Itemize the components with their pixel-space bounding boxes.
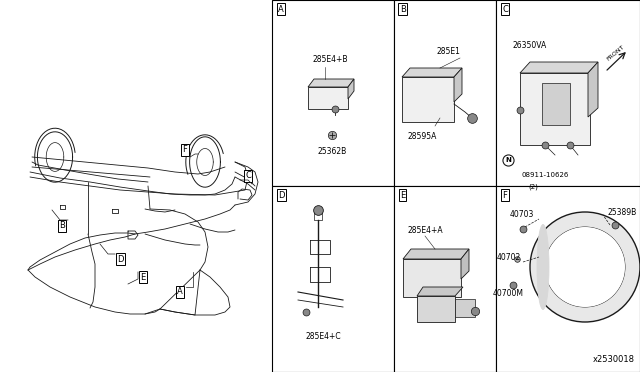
Text: 285E4+A: 285E4+A: [407, 226, 443, 235]
Text: C: C: [245, 171, 251, 180]
Polygon shape: [417, 287, 463, 296]
Text: 285E4+C: 285E4+C: [305, 332, 341, 341]
Text: x2530018: x2530018: [593, 355, 635, 364]
Polygon shape: [588, 62, 598, 117]
Text: A: A: [278, 4, 284, 13]
Bar: [402, 77, 454, 122]
Bar: [403, 259, 461, 297]
Text: FRONT: FRONT: [606, 44, 626, 62]
Text: E: E: [400, 190, 405, 199]
Text: 40703: 40703: [510, 210, 534, 219]
Text: 26350VA: 26350VA: [513, 41, 547, 50]
Text: B: B: [59, 221, 65, 231]
Circle shape: [545, 227, 625, 307]
Bar: [496, 186, 640, 372]
Text: D: D: [278, 190, 284, 199]
Text: 28595A: 28595A: [408, 132, 437, 141]
Polygon shape: [403, 249, 469, 259]
Text: C: C: [502, 4, 508, 13]
Bar: [520, 73, 590, 145]
Text: A: A: [177, 288, 183, 296]
Polygon shape: [461, 249, 469, 279]
Bar: [308, 87, 348, 109]
Text: (2): (2): [528, 184, 538, 190]
Text: B: B: [399, 4, 406, 13]
Bar: [542, 83, 570, 125]
Bar: [417, 296, 455, 322]
Text: 25389B: 25389B: [607, 208, 636, 217]
Ellipse shape: [537, 224, 549, 310]
Bar: [455, 299, 475, 317]
Bar: [272, 0, 394, 186]
Bar: [394, 0, 496, 186]
Text: N: N: [505, 157, 511, 163]
Text: 285E4+B: 285E4+B: [312, 55, 348, 64]
Bar: [496, 0, 640, 186]
Polygon shape: [520, 62, 598, 73]
Polygon shape: [402, 68, 462, 77]
Circle shape: [530, 212, 640, 322]
Text: 285E1: 285E1: [436, 47, 460, 56]
Bar: [394, 186, 496, 372]
Text: 40700M: 40700M: [493, 289, 524, 298]
Bar: [272, 186, 394, 372]
Text: E: E: [140, 273, 146, 282]
Polygon shape: [308, 79, 354, 87]
Text: 40702: 40702: [497, 253, 521, 262]
Text: 08911-10626: 08911-10626: [522, 172, 570, 178]
Text: F: F: [502, 190, 508, 199]
Polygon shape: [348, 79, 354, 99]
Text: F: F: [182, 145, 188, 154]
Text: 25362B: 25362B: [317, 147, 347, 156]
Text: D: D: [116, 254, 124, 263]
Polygon shape: [454, 68, 462, 102]
